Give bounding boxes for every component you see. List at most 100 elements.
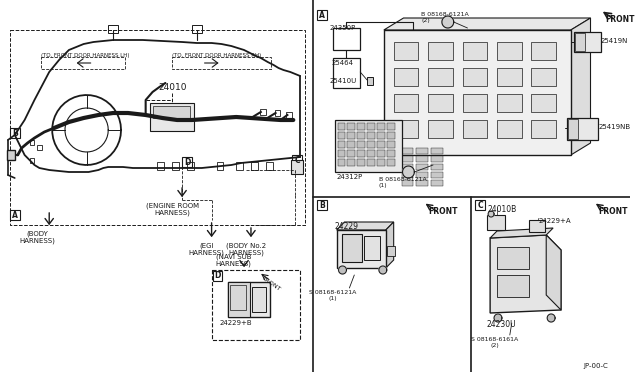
- Bar: [387, 246, 395, 256]
- Text: JP-00-C: JP-00-C: [584, 363, 608, 369]
- Bar: [431, 180, 443, 186]
- Bar: [357, 123, 365, 130]
- Bar: [428, 94, 452, 112]
- Bar: [364, 236, 380, 260]
- Bar: [416, 172, 428, 178]
- Text: A: A: [12, 211, 18, 219]
- Bar: [228, 282, 269, 317]
- Bar: [275, 110, 280, 116]
- Bar: [187, 162, 194, 170]
- Bar: [182, 157, 192, 167]
- Text: D: D: [214, 272, 221, 280]
- Bar: [463, 68, 487, 86]
- Text: B 08168-6121A
(2): B 08168-6121A (2): [421, 12, 469, 23]
- Bar: [531, 68, 556, 86]
- Bar: [10, 210, 20, 220]
- Bar: [216, 162, 223, 170]
- Bar: [387, 123, 395, 130]
- Text: B 08168-6121A
(1): B 08168-6121A (1): [379, 177, 427, 188]
- Bar: [463, 42, 487, 60]
- Bar: [377, 159, 385, 166]
- Bar: [394, 120, 419, 138]
- Bar: [416, 148, 428, 154]
- Bar: [367, 150, 375, 157]
- Polygon shape: [442, 16, 454, 28]
- Text: S 08168-6121A
(1): S 08168-6121A (1): [309, 290, 356, 301]
- Text: (TO. FRONT DOOR HARNESS LH): (TO. FRONT DOOR HARNESS LH): [42, 53, 130, 58]
- Bar: [157, 162, 164, 170]
- Bar: [348, 159, 355, 166]
- Bar: [377, 141, 385, 148]
- Bar: [387, 159, 395, 166]
- Bar: [172, 57, 271, 69]
- Polygon shape: [490, 228, 553, 238]
- Text: D: D: [184, 157, 190, 167]
- Bar: [394, 42, 419, 60]
- Bar: [228, 282, 250, 317]
- Polygon shape: [571, 18, 591, 155]
- Bar: [463, 120, 487, 138]
- Text: S 08168-6161A
(2): S 08168-6161A (2): [472, 337, 518, 348]
- Bar: [260, 109, 266, 115]
- Bar: [401, 172, 413, 178]
- Text: B: B: [12, 128, 18, 138]
- Text: 25419NB: 25419NB: [598, 124, 630, 130]
- Bar: [29, 140, 35, 145]
- Bar: [497, 42, 522, 60]
- Bar: [29, 158, 35, 163]
- Bar: [357, 159, 365, 166]
- Bar: [487, 215, 505, 230]
- Bar: [497, 68, 522, 86]
- Text: 24312P: 24312P: [337, 174, 363, 180]
- Bar: [416, 180, 428, 186]
- Bar: [152, 106, 190, 118]
- Bar: [431, 156, 443, 162]
- Bar: [568, 119, 578, 139]
- Bar: [567, 118, 598, 140]
- Bar: [291, 160, 303, 174]
- Text: 24229+B: 24229+B: [220, 320, 253, 326]
- Text: FRONT: FRONT: [605, 15, 635, 24]
- Bar: [377, 150, 385, 157]
- Bar: [348, 132, 355, 139]
- Bar: [394, 94, 419, 112]
- Bar: [384, 30, 571, 155]
- Bar: [428, 68, 452, 86]
- Text: 24229+A: 24229+A: [538, 218, 571, 224]
- Bar: [348, 141, 355, 148]
- Bar: [387, 141, 395, 148]
- Bar: [497, 94, 522, 112]
- Bar: [531, 42, 556, 60]
- Text: 24350P: 24350P: [330, 25, 356, 31]
- Bar: [335, 120, 401, 172]
- Bar: [337, 150, 346, 157]
- Bar: [251, 162, 258, 170]
- Bar: [42, 57, 125, 69]
- Bar: [463, 94, 487, 112]
- Text: FRONT: FRONT: [428, 207, 458, 216]
- Bar: [333, 28, 360, 50]
- Bar: [108, 25, 118, 33]
- Text: (BODY No.2
HARNESS): (BODY No.2 HARNESS): [226, 242, 266, 256]
- Bar: [431, 172, 443, 178]
- Bar: [348, 123, 355, 130]
- Text: C: C: [477, 201, 483, 209]
- Bar: [387, 132, 395, 139]
- Bar: [37, 145, 42, 150]
- Bar: [377, 123, 385, 130]
- Bar: [337, 159, 346, 166]
- Bar: [416, 164, 428, 170]
- Bar: [286, 112, 292, 118]
- Bar: [431, 164, 443, 170]
- Bar: [428, 42, 452, 60]
- Text: 24010B: 24010B: [487, 205, 516, 214]
- Bar: [172, 162, 179, 170]
- Bar: [428, 120, 452, 138]
- Text: 25464: 25464: [332, 60, 354, 66]
- Bar: [150, 103, 194, 131]
- Bar: [337, 132, 346, 139]
- Text: (BODY
HARNESS): (BODY HARNESS): [19, 230, 55, 244]
- Bar: [317, 200, 327, 210]
- Polygon shape: [494, 314, 502, 322]
- Bar: [387, 150, 395, 157]
